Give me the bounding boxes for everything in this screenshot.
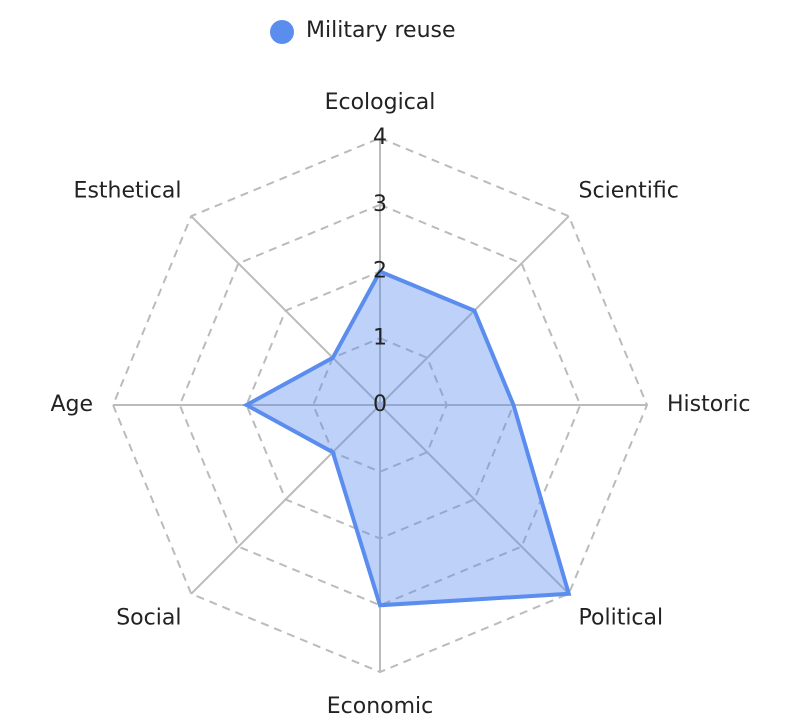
r-tick-label: 4 <box>373 125 387 150</box>
axis-spoke <box>190 215 381 406</box>
category-label: Scientific <box>579 178 679 203</box>
series-area <box>242 268 572 608</box>
axis-spoke <box>190 404 381 595</box>
r-tick-label: 1 <box>373 325 387 350</box>
legend-label: Military reuse <box>306 18 456 43</box>
r-tick-label: 0 <box>373 392 387 417</box>
r-tick-label: 2 <box>373 259 387 284</box>
axis-spoke <box>379 404 570 595</box>
category-label: Esthetical <box>74 178 182 203</box>
category-label: Ecological <box>325 90 436 115</box>
category-label: Historic <box>667 392 750 417</box>
grid-ring <box>312 337 448 473</box>
legend-marker <box>270 20 294 44</box>
r-tick-label: 3 <box>373 192 387 217</box>
category-label: Economic <box>327 694 434 719</box>
category-label: Political <box>579 606 664 631</box>
category-label: Social <box>116 606 181 631</box>
category-label: Age <box>50 392 93 417</box>
